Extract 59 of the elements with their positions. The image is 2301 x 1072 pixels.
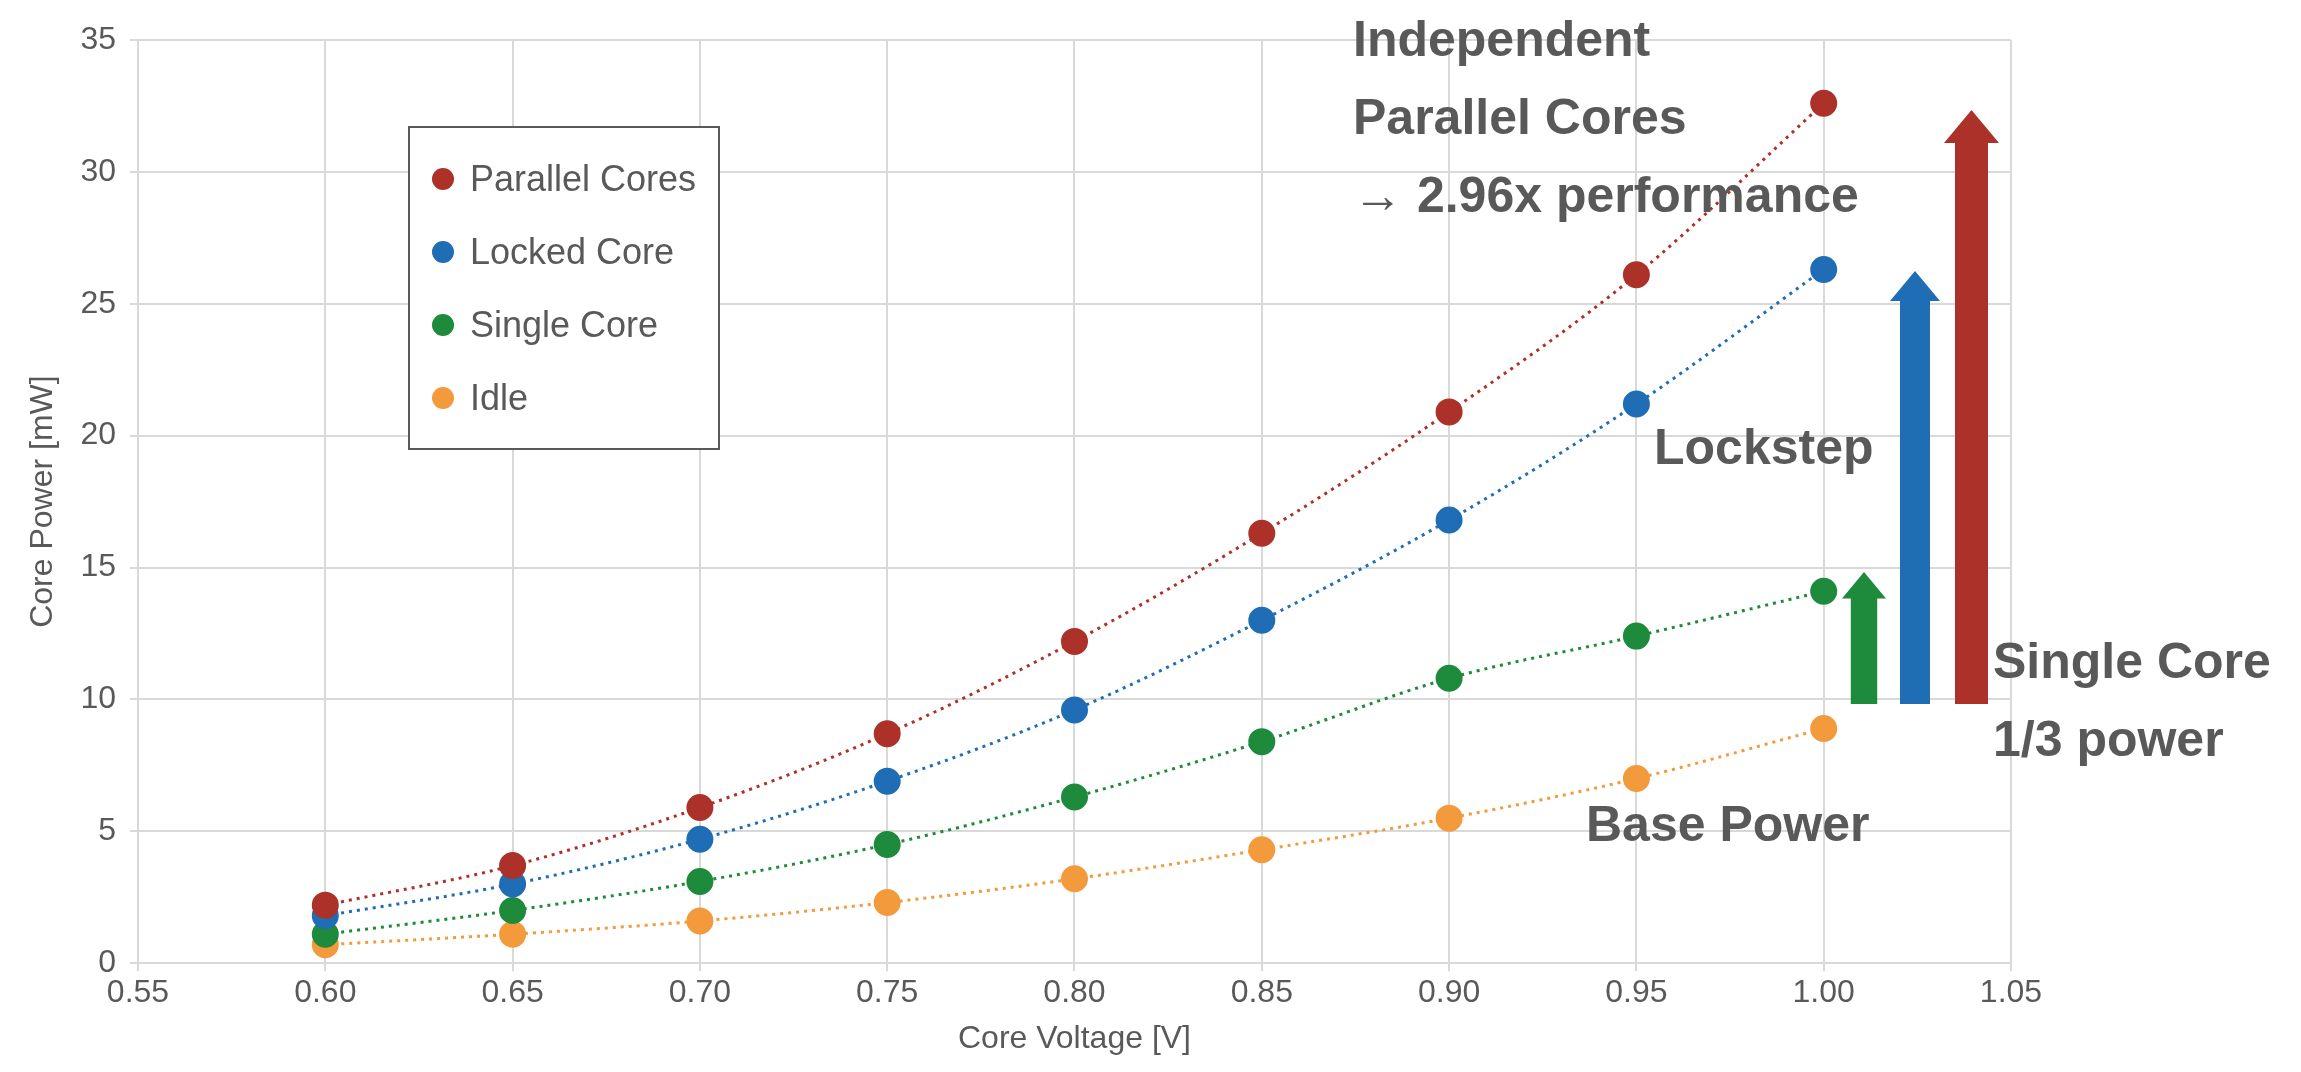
x-tick-label: 1.00 xyxy=(1792,973,1855,1010)
x-tick-label: 0.75 xyxy=(856,973,919,1010)
point xyxy=(499,896,527,924)
point xyxy=(1061,627,1088,655)
point xyxy=(1810,255,1838,283)
point xyxy=(1435,398,1463,426)
point xyxy=(1622,390,1650,418)
x-tick-label: 0.85 xyxy=(1230,973,1293,1010)
x-tick-label: 0.95 xyxy=(1605,973,1668,1010)
point xyxy=(1622,765,1650,793)
point xyxy=(1061,865,1088,893)
point xyxy=(1248,606,1276,634)
point xyxy=(1435,664,1463,692)
x-axis-title: Core Voltage [V] xyxy=(957,1018,1192,1055)
point xyxy=(1248,728,1276,756)
y-tick-label: 30 xyxy=(80,151,116,188)
point xyxy=(1810,714,1838,742)
legend-label: Locked Core xyxy=(469,230,675,273)
point xyxy=(1061,696,1088,724)
y-tick-label: 15 xyxy=(80,547,116,584)
point xyxy=(873,720,901,748)
annotation: Independent Parallel Cores → 2.96x performance xyxy=(1353,10,1859,225)
x-tick-label: 0.80 xyxy=(1043,973,1106,1010)
point xyxy=(1810,577,1838,605)
x-tick-label: 0.70 xyxy=(668,973,732,1010)
point xyxy=(686,825,714,853)
legend-label: Single Core xyxy=(469,303,659,346)
annotation: Base Power xyxy=(1586,795,1870,854)
annotation: Lockstep xyxy=(1654,418,1874,477)
y-axis-title: Core Power [mW] xyxy=(23,375,60,628)
point xyxy=(1435,804,1463,832)
point xyxy=(311,891,339,919)
point xyxy=(873,889,901,917)
point xyxy=(686,907,714,935)
y-tick-label: 5 xyxy=(98,811,116,848)
point xyxy=(1435,506,1463,534)
annotation: Single Core 1/3 power xyxy=(1993,632,2271,769)
y-tick-label: 25 xyxy=(80,283,116,320)
point xyxy=(499,920,527,948)
point xyxy=(686,794,714,822)
y-tick-label: 35 xyxy=(80,19,116,56)
point xyxy=(1622,622,1650,650)
legend-label: Parallel Cores xyxy=(469,157,697,200)
point xyxy=(499,852,527,880)
point xyxy=(873,831,901,858)
x-tick-label: 1.05 xyxy=(1979,973,2043,1010)
point xyxy=(1248,519,1276,547)
point xyxy=(1810,89,1838,117)
x-tick-label: 0.90 xyxy=(1417,973,1481,1010)
y-tick-label: 20 xyxy=(80,415,116,452)
point xyxy=(1622,261,1650,289)
point xyxy=(1061,783,1088,811)
legend-label: Idle xyxy=(469,376,529,419)
point xyxy=(686,867,714,895)
x-tick-label: 0.60 xyxy=(294,973,357,1010)
point xyxy=(1248,836,1276,864)
x-tick-label: 0.65 xyxy=(481,973,544,1010)
y-tick-label: 10 xyxy=(80,679,116,716)
point xyxy=(873,767,901,795)
